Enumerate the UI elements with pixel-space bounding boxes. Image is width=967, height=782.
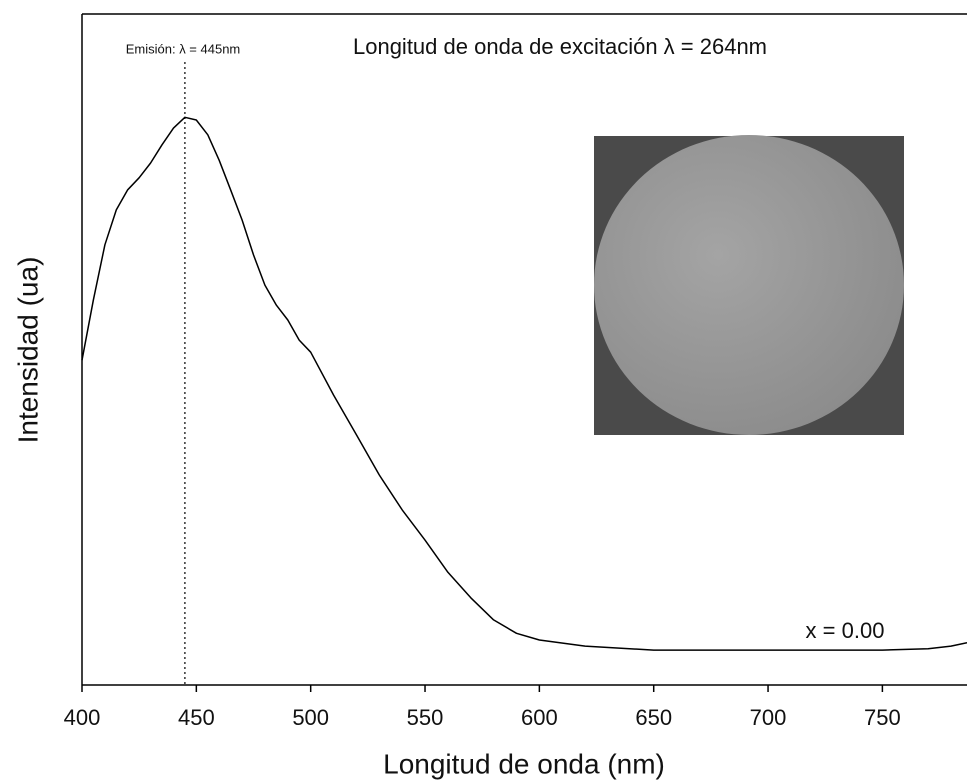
x-tick-label: 500: [292, 705, 329, 730]
chart-title: Longitud de onda de excitación λ = 264nm: [353, 34, 767, 59]
spectrum-line: [81, 116, 967, 651]
y-axis-label: Intensidad (ua): [12, 257, 43, 444]
x-tick-label: 600: [521, 705, 558, 730]
sample-photo: [594, 135, 904, 435]
sample-label: x = 0.00: [806, 618, 885, 643]
x-tick-label: 450: [178, 705, 215, 730]
x-tick-label: 650: [635, 705, 672, 730]
x-tick-label: 750: [864, 705, 901, 730]
x-tick-label: 550: [407, 705, 444, 730]
x-tick-label: 700: [750, 705, 787, 730]
x-axis-label: Longitud de onda (nm): [383, 748, 665, 779]
emission-label: Emisión: λ = 445nm: [126, 41, 241, 56]
x-tick-label: 400: [64, 705, 101, 730]
